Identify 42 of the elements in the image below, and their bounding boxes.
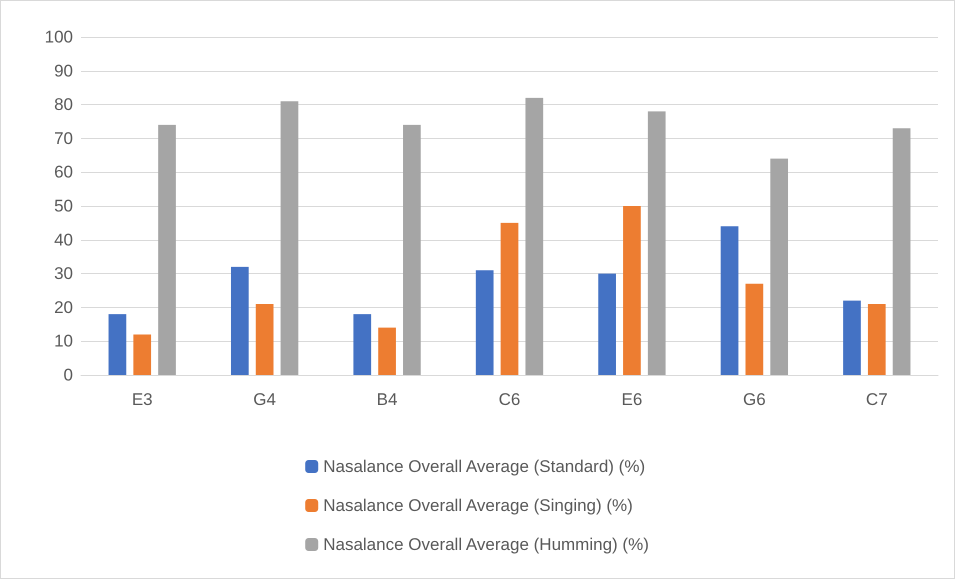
bar [108, 314, 126, 375]
bar [500, 222, 518, 375]
y-tick-label: 0 [64, 366, 73, 384]
y-tick-label: 60 [54, 162, 73, 182]
bar [476, 270, 494, 375]
y-tick-label: 70 [54, 128, 73, 148]
bar [843, 300, 861, 375]
x-tick-label: B4 [376, 390, 398, 409]
bar [230, 266, 249, 375]
y-tick-label: 20 [54, 298, 73, 317]
legend-label: Nasalance Overall Average (Singing) (%) [323, 496, 633, 515]
y-tick-label: 10 [54, 332, 73, 351]
bar [133, 334, 152, 375]
x-tick-label: C6 [498, 390, 520, 409]
y-tick-label: 90 [54, 61, 73, 80]
bar [720, 226, 738, 375]
bar [256, 304, 274, 375]
y-tick-label: 50 [54, 196, 73, 216]
bar [868, 304, 886, 375]
bar [280, 101, 298, 375]
bar [353, 314, 372, 375]
legend-label: Nasalance Overall Average (Humming) (%) [323, 535, 649, 554]
bar [598, 274, 616, 375]
x-tick-label: G4 [253, 390, 276, 409]
bar [892, 128, 910, 375]
x-tick-label: G6 [743, 390, 766, 409]
y-tick-label: 30 [54, 264, 73, 284]
bar [403, 124, 421, 375]
bar [378, 328, 396, 375]
bar [525, 98, 544, 375]
x-tick-label: E3 [132, 390, 153, 409]
y-tick-label: 80 [54, 95, 73, 114]
y-tick-label: 100 [44, 28, 73, 46]
y-tick-label: 40 [54, 230, 73, 250]
bar [158, 124, 176, 375]
bar [623, 206, 641, 375]
bar [648, 111, 666, 375]
x-tick-label: C7 [866, 390, 888, 409]
bar [745, 284, 764, 375]
x-tick-label: E6 [622, 390, 642, 409]
legend-label: Nasalance Overall Average (Standard) (%) [323, 457, 646, 476]
bar [770, 158, 788, 375]
